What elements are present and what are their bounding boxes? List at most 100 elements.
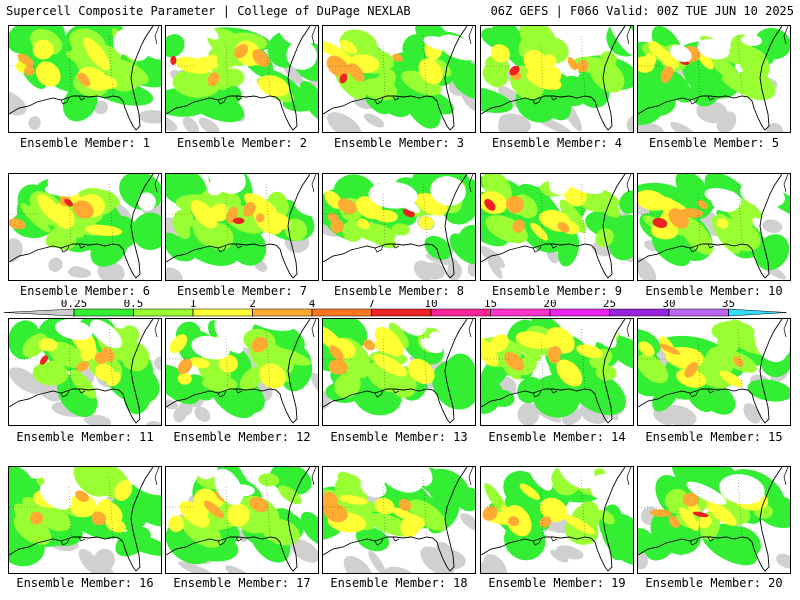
colorbar-tick-label: 0.5 <box>124 300 144 310</box>
coastline-detail <box>311 467 317 486</box>
state-borders <box>323 183 428 245</box>
map-svg <box>323 319 475 424</box>
map-svg <box>323 174 475 280</box>
scp-field <box>481 319 633 425</box>
coastline-detail <box>468 174 474 193</box>
colorbar-tick-label: 2 <box>249 300 256 310</box>
coastline <box>9 174 154 279</box>
coastline-detail <box>532 245 542 253</box>
ensemble-member-map <box>165 173 319 281</box>
ensemble-member-map <box>322 318 476 426</box>
coastline-detail <box>783 174 789 193</box>
coastline-detail <box>392 243 400 249</box>
map-svg <box>166 174 318 280</box>
coastline <box>166 26 311 131</box>
map-title: Supercell Composite Parameter | College … <box>6 4 411 18</box>
state-borders <box>166 476 271 538</box>
state-borders <box>166 328 271 390</box>
map-svg <box>638 174 790 280</box>
state-borders <box>9 476 114 538</box>
coastline <box>323 467 468 572</box>
coastline-detail <box>154 319 160 338</box>
coastline <box>481 319 626 424</box>
colorbar-tick-label: 7 <box>368 300 375 310</box>
state-borders <box>638 35 743 97</box>
coastline-detail <box>550 536 558 542</box>
map-svg <box>481 26 633 132</box>
ensemble-member-label: Ensemble Member: 2 <box>176 136 308 150</box>
coastline <box>9 467 154 572</box>
ensemble-member-label: Ensemble Member: 3 <box>333 136 465 150</box>
coastline-detail <box>689 97 699 105</box>
state-borders <box>9 35 114 97</box>
coastline-detail <box>217 538 227 546</box>
map-svg <box>323 467 475 573</box>
coastline <box>166 174 311 279</box>
coastline-detail <box>154 467 160 486</box>
ensemble-member-map <box>322 173 476 281</box>
ensemble-member-label: Ensemble Member: 13 <box>330 430 468 444</box>
scp-field <box>166 467 318 573</box>
coastline-detail <box>60 390 70 398</box>
state-borders <box>9 328 114 390</box>
coastline <box>481 26 626 131</box>
scp-field <box>481 467 633 573</box>
coastline-detail <box>707 536 715 542</box>
coastline-detail <box>154 174 160 193</box>
ensemble-member-label: Ensemble Member: 6 <box>19 284 151 298</box>
state-borders <box>481 183 586 245</box>
coastline-detail <box>78 536 86 542</box>
scp-field <box>9 174 161 280</box>
coastline-detail <box>392 95 400 101</box>
map-svg <box>481 467 633 573</box>
coastline-detail <box>626 26 632 45</box>
colorbar-tick-label: 20 <box>543 300 556 310</box>
ensemble-member-map <box>322 25 476 133</box>
ensemble-member-label: Ensemble Member: 20 <box>645 576 783 590</box>
colorbar-segment <box>430 308 491 317</box>
coastline-detail <box>374 97 384 105</box>
ensemble-member-map <box>165 466 319 574</box>
scp-field <box>638 26 790 132</box>
ensemble-member-map <box>480 318 634 426</box>
coastline-detail <box>707 388 715 394</box>
coastline <box>638 174 783 279</box>
coastline-detail <box>392 536 400 542</box>
coastline-detail <box>532 390 542 398</box>
scp-field <box>323 319 475 416</box>
map-svg <box>9 174 161 280</box>
ensemble-member-label: Ensemble Member: 5 <box>648 136 780 150</box>
ensemble-member-map <box>637 173 791 281</box>
coastline-detail <box>392 388 400 394</box>
scp-field <box>323 174 475 280</box>
ensemble-member-label: Ensemble Member: 4 <box>491 136 623 150</box>
coastline-detail <box>626 174 632 193</box>
coastline <box>9 26 154 131</box>
ensemble-member-label: Ensemble Member: 14 <box>488 430 626 444</box>
ensemble-member-label: Ensemble Member: 8 <box>333 284 465 298</box>
coastline <box>481 174 626 279</box>
model-run-info: 06Z GEFS | F066 Valid: 00Z TUE JUN 10 20… <box>490 4 794 18</box>
coastline-detail <box>217 245 227 253</box>
scp-field <box>638 467 790 570</box>
coastline-detail <box>217 390 227 398</box>
colorbar-segment <box>311 308 372 317</box>
ensemble-member-label: Ensemble Member: 1 <box>19 136 151 150</box>
coastline-detail <box>78 95 86 101</box>
coastline-detail <box>689 245 699 253</box>
colorbar-segment <box>4 308 75 317</box>
coastline-detail <box>78 388 86 394</box>
coastline-detail <box>468 319 474 338</box>
scp-field <box>323 467 475 573</box>
ensemble-member-map <box>480 173 634 281</box>
state-borders <box>481 328 586 390</box>
colorbar-tick-label: 1 <box>190 300 197 310</box>
ensemble-member-map <box>637 318 791 426</box>
state-borders <box>323 476 428 538</box>
coastline-detail <box>60 97 70 105</box>
coastline-detail <box>468 467 474 486</box>
colorbar-segment <box>192 308 253 317</box>
ensemble-member-label: Ensemble Member: 9 <box>491 284 623 298</box>
map-svg <box>166 467 318 573</box>
colorbar-tick-label: 10 <box>424 300 437 310</box>
